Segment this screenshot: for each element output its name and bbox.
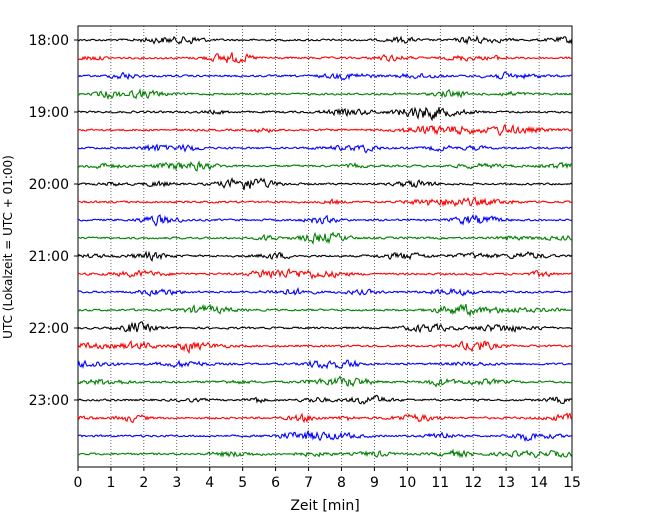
x-tick-label: 0	[74, 475, 83, 491]
x-tick-label: 3	[172, 475, 181, 491]
trace-line	[77, 375, 573, 388]
trace-line	[77, 231, 573, 246]
x-tick-label: 15	[563, 475, 581, 491]
trace-line	[77, 35, 573, 46]
y-tick-label: 23:00	[29, 393, 69, 409]
x-tick-label: 2	[139, 475, 148, 491]
x-axis-title: Zeit [min]	[290, 498, 359, 514]
y-tick-label: 19:00	[29, 105, 69, 121]
trace-line	[77, 394, 573, 405]
plot-frame	[77, 25, 573, 468]
trace-line	[77, 160, 573, 172]
x-tick-label: 9	[370, 475, 379, 491]
trace-line	[77, 250, 573, 263]
y-tick-label: 18:00	[29, 33, 69, 49]
x-tick-label: 5	[238, 475, 247, 491]
x-tick-label: 4	[205, 475, 214, 491]
trace-line	[77, 196, 573, 208]
trace-line	[77, 359, 573, 370]
trace-line	[77, 429, 573, 443]
trace-line	[77, 321, 573, 334]
x-tick-label: 12	[464, 475, 482, 491]
x-tick-label: 8	[337, 475, 346, 491]
x-tick-label: 11	[431, 475, 449, 491]
trace-line	[77, 106, 573, 122]
trace-line	[77, 412, 573, 424]
x-tick-label: 10	[398, 475, 416, 491]
trace-line	[77, 448, 573, 459]
trace-line	[77, 177, 573, 191]
x-axis-ticks: 0 1 2 3 4 5 6 7 8 9 10 11 12 13 14 15	[74, 467, 581, 491]
y-tick-label: 20:00	[29, 177, 69, 193]
x-tick-label: 14	[530, 475, 548, 491]
y-tick-label: 22:00	[29, 321, 69, 337]
y-tick-label: 21:00	[29, 249, 69, 265]
y-axis-title: UTC (Lokalzeit = UTC + 01:00)	[1, 155, 15, 339]
trace-line	[77, 87, 573, 101]
x-tick-label: 1	[106, 475, 115, 491]
trace-line	[77, 71, 573, 81]
seismogram-traces	[77, 35, 573, 459]
x-tick-label: 7	[304, 475, 313, 491]
trace-line	[77, 267, 573, 280]
x-tick-label: 13	[497, 475, 515, 491]
trace-line	[77, 339, 573, 355]
trace-line	[77, 286, 573, 297]
x-tick-label: 6	[271, 475, 280, 491]
y-axis-ticks: 18:00 19:00 20:00 21:00 22:00 23:00	[29, 33, 78, 409]
trace-line	[77, 52, 573, 64]
trace-line	[77, 143, 573, 154]
trace-line	[77, 123, 573, 137]
trace-line	[77, 213, 573, 227]
trace-line	[77, 303, 573, 318]
